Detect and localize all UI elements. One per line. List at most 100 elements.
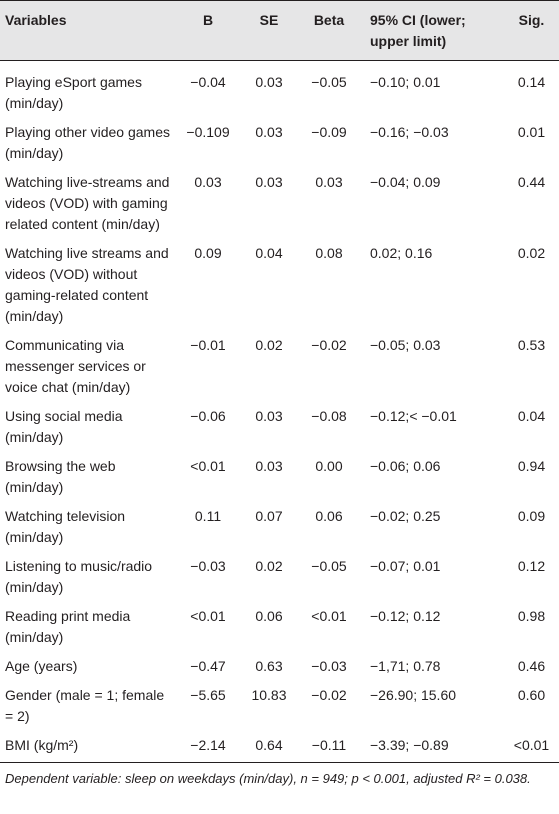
table-row: Using social media (min/day) −0.06 0.03 −0.… xyxy=(0,401,559,451)
value-cell: 0.02; 0.16 xyxy=(370,245,433,261)
variable-cell: BMI (kg/m²) xyxy=(0,730,176,763)
variable-cell: Reading print media (min/day) xyxy=(5,608,131,645)
value-cell: <0.01 xyxy=(504,730,559,763)
header-cell: Sig. xyxy=(504,0,559,61)
value-cell: −0.109 xyxy=(186,124,230,140)
value-cell: 0.01 xyxy=(517,124,546,140)
value-cell: 0.02 xyxy=(517,245,546,261)
value-cell: 0.02 xyxy=(255,558,283,574)
value-cell: 0.03 xyxy=(255,458,283,474)
header-cell: 95% CI (lower; upper limit) xyxy=(360,0,504,61)
value-cell: −0.10; 0.01 xyxy=(370,74,441,90)
value-cell: 0.02 xyxy=(255,337,283,353)
value-cell: 0.64 xyxy=(240,730,298,763)
value-cell: −0.04; 0.09 xyxy=(370,174,441,190)
value-cell: 0.03 xyxy=(255,124,283,140)
variable-cell: Watching television (min/day) xyxy=(5,508,126,545)
value-cell: 10.83 xyxy=(251,687,287,703)
value-cell: 0.46 xyxy=(517,658,546,674)
table-body: Playing eSport games (min/day) −0.04 0.03 −… xyxy=(0,61,559,763)
value-cell: −0.06; 0.06 xyxy=(370,458,441,474)
variable-cell: Listening to music/radio (min/day) xyxy=(5,558,153,595)
value-cell: 0.08 xyxy=(315,245,343,261)
value-cell: 0.03 xyxy=(255,408,283,424)
table-row: Communicating via messenger services or … xyxy=(0,330,559,401)
value-cell: <0.01 xyxy=(190,608,226,624)
header-cell: SE xyxy=(240,0,298,61)
value-cell: 0.03 xyxy=(315,174,343,190)
header-cell: Beta xyxy=(298,0,360,61)
value-cell: −0.02 xyxy=(311,337,347,353)
variable-cell: Watching live streams and videos (VOD) w… xyxy=(5,245,169,324)
value-cell: <0.01 xyxy=(190,458,226,474)
value-cell: 0.53 xyxy=(517,337,546,353)
value-cell: −0.08 xyxy=(311,408,347,424)
value-cell: 0.03 xyxy=(255,74,283,90)
value-cell: 0.98 xyxy=(517,608,546,624)
value-cell: 0.94 xyxy=(517,458,546,474)
value-cell: 0.60 xyxy=(517,687,546,703)
value-cell: −0.06 xyxy=(190,408,226,424)
header-cell: B xyxy=(176,0,240,61)
value-cell: 0.04 xyxy=(517,408,546,424)
variable-cell: Playing eSport games (min/day) xyxy=(5,74,142,111)
table-row: Listening to music/radio (min/day) −0.03 0… xyxy=(0,551,559,601)
table-row: Browsing the web (min/day) <0.01 0.03 0.00 −… xyxy=(0,451,559,501)
value-cell: −2.14 xyxy=(176,730,240,763)
value-cell: 0.06 xyxy=(255,608,283,624)
value-cell: 0.14 xyxy=(517,74,546,90)
value-cell: 0.09 xyxy=(517,508,546,524)
value-cell: −0.05 xyxy=(311,74,347,90)
variable-cell: Browsing the web (min/day) xyxy=(5,458,116,495)
header-cell: Variables xyxy=(0,0,176,61)
value-cell: 0.04 xyxy=(255,245,283,261)
value-cell: −0.47 xyxy=(190,658,226,674)
value-cell: −0.05; 0.03 xyxy=(370,337,441,353)
value-cell: 0.00 xyxy=(315,458,343,474)
header-row: Variables B SE Beta 95% CI (lower; upper lim… xyxy=(0,0,559,61)
footnote: Dependent variable: sleep on weekdays (m… xyxy=(5,771,531,786)
value-cell: 0.07 xyxy=(255,508,283,524)
variable-cell: Gender (male = 1; female = 2) xyxy=(5,687,165,724)
value-cell: 0.12 xyxy=(517,558,546,574)
table-row: Watching television (min/day) 0.11 0.07 0.0… xyxy=(0,501,559,551)
value-cell: −0.01 xyxy=(190,337,226,353)
variable-cell: Age (years) xyxy=(5,658,78,674)
value-cell: 0.44 xyxy=(517,174,546,190)
table-row: Age (years) −0.47 0.63 −0.03 −1,71; 0.78 0.46 xyxy=(0,651,559,680)
value-cell: 0.09 xyxy=(194,245,222,261)
value-cell: 0.06 xyxy=(315,508,343,524)
value-cell: −3.39; −0.89 xyxy=(360,730,504,763)
value-cell: 0.63 xyxy=(255,658,283,674)
value-cell: −0.11 xyxy=(298,730,360,763)
value-cell: −0.03 xyxy=(311,658,347,674)
value-cell: −0.05 xyxy=(311,558,347,574)
value-cell: <0.01 xyxy=(311,608,347,624)
table-header: Variables B SE Beta 95% CI (lower; upper lim… xyxy=(0,0,559,61)
value-cell: −0.02; 0.25 xyxy=(370,508,441,524)
value-cell: 0.03 xyxy=(194,174,222,190)
value-cell: 0.11 xyxy=(194,508,222,524)
value-cell: −0.12;< −0.01 xyxy=(370,408,457,424)
value-cell: −26.90; 15.60 xyxy=(370,687,457,703)
value-cell: −5.65 xyxy=(190,687,226,703)
value-cell: −1,71; 0.78 xyxy=(370,658,441,674)
table-row: BMI (kg/m²) −2.14 0.64 −0.11 −3.39; −0.89 <0.… xyxy=(0,730,559,763)
value-cell: −0.12; 0.12 xyxy=(370,608,441,624)
value-cell: −0.07; 0.01 xyxy=(370,558,441,574)
table-row: Watching live streams and videos (VOD) w… xyxy=(0,238,559,330)
table-row: Playing eSport games (min/day) −0.04 0.03 −… xyxy=(0,61,559,118)
table-row: Playing other video games (min/day) −0.10… xyxy=(0,117,559,167)
variable-cell: Communicating via messenger services or … xyxy=(5,337,146,395)
table-row: Reading print media (min/day) <0.01 0.06 <0… xyxy=(0,601,559,651)
value-cell: −0.03 xyxy=(190,558,226,574)
table-row: Watching live-streams and videos (VOD) w… xyxy=(0,167,559,238)
value-cell: 0.03 xyxy=(255,174,283,190)
table-row: Gender (male = 1; female = 2) −5.65 10.83 −… xyxy=(0,680,559,730)
variable-cell: Playing other video games (min/day) xyxy=(5,124,170,161)
regression-table: Variables B SE Beta 95% CI (lower; upper lim… xyxy=(0,0,559,763)
variable-cell: Using social media (min/day) xyxy=(5,408,123,445)
value-cell: −0.16; −0.03 xyxy=(370,124,449,140)
value-cell: −0.02 xyxy=(311,687,347,703)
